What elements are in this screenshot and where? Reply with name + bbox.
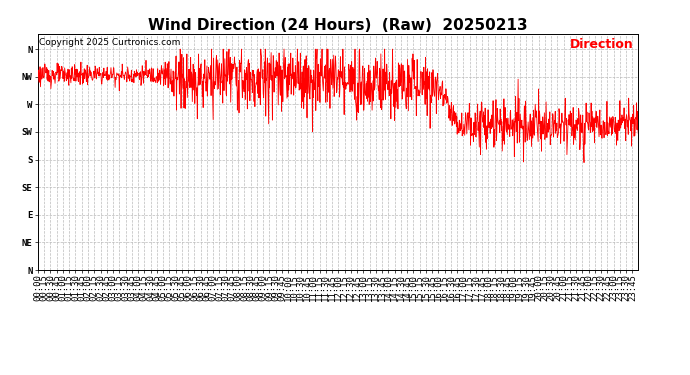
Title: Wind Direction (24 Hours)  (Raw)  20250213: Wind Direction (24 Hours) (Raw) 20250213 xyxy=(148,18,528,33)
Text: Direction: Direction xyxy=(571,39,634,51)
Text: Copyright 2025 Curtronics.com: Copyright 2025 Curtronics.com xyxy=(39,39,181,48)
